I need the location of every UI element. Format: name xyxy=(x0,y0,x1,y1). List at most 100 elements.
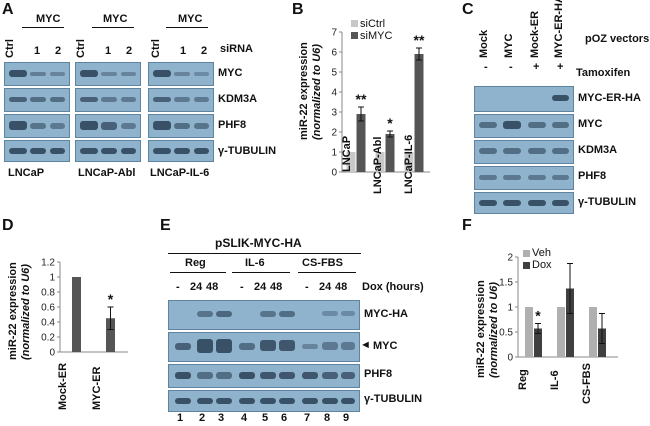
panel-a-label: A xyxy=(2,1,14,18)
a-blot-tubulin-abl xyxy=(75,140,141,162)
a-lane-ctrl-1: Ctrl xyxy=(4,39,16,58)
e-lane-6: 6 xyxy=(281,412,288,424)
e-lane-8: 8 xyxy=(324,412,331,424)
y-tick-label: 0.6 xyxy=(41,303,55,314)
a-lane-ctrl-2: Ctrl xyxy=(75,39,87,58)
panel-b-label: B xyxy=(292,1,304,18)
bar xyxy=(414,54,424,172)
bar xyxy=(566,288,574,357)
e-lane-1: 1 xyxy=(177,412,184,424)
bar xyxy=(375,152,385,172)
a-blot-kdm3a-lncap xyxy=(4,88,70,112)
f-legend-2: Dox xyxy=(532,259,552,271)
a-blot-myc-il6 xyxy=(148,62,214,86)
c-blot-mycerha xyxy=(474,86,574,112)
a-blot-kdm3a-abl xyxy=(75,88,141,112)
a-row-tubulin: γ-TUBULIN xyxy=(218,145,277,157)
bar xyxy=(356,114,366,172)
y-tick-label: 0.2 xyxy=(41,333,55,344)
e-dox-3-1: - xyxy=(305,281,309,293)
a-cell-il6: LNCaP-IL-6 xyxy=(150,167,210,179)
a-group-2-line xyxy=(92,27,134,28)
bar xyxy=(534,328,542,357)
c-blot-kdm3a xyxy=(474,140,574,164)
a-group-2: MYC xyxy=(103,13,128,25)
e-row-tubulin: γ-TUBULIN xyxy=(364,393,423,405)
e-dox-2-1: - xyxy=(240,281,244,293)
f-ylabel: miR-22 expression xyxy=(475,280,487,378)
bar xyxy=(346,152,356,172)
e-group-csfbs: CS-FBS xyxy=(302,257,343,269)
a-blot-tubulin-lncap xyxy=(4,140,70,162)
e-dox-label: Dox (hours) xyxy=(362,281,424,293)
e-row-mycha: MYC-HA xyxy=(364,308,408,320)
y-tick-label: 0.4 xyxy=(41,318,55,329)
c-tam-label: Tamoxifen xyxy=(576,67,631,79)
a-cell-lncap: LNCaP xyxy=(8,167,45,179)
c-lane-myc: MYC xyxy=(503,33,515,58)
y-tick-label: 2 xyxy=(331,128,337,139)
panel-e-label: E xyxy=(160,217,171,234)
bar xyxy=(589,307,597,357)
y-tick-label: 0 xyxy=(507,353,513,364)
legend-swatch xyxy=(351,20,358,27)
a-row-myc: MYC xyxy=(218,67,243,79)
significance-mark: ** xyxy=(356,91,367,107)
a-blot-tubulin-il6 xyxy=(148,140,214,162)
c-tam-4: + xyxy=(557,61,564,73)
e-dox-1-3: 48 xyxy=(206,281,219,293)
e-group-il6-line xyxy=(232,272,290,273)
c-lane-mock: Mock xyxy=(478,29,490,58)
a-group-3: MYC xyxy=(178,13,203,25)
legend-swatch xyxy=(351,32,358,39)
c-tam-1: - xyxy=(484,61,488,73)
c-row-tubulin: γ-TUBULIN xyxy=(578,196,637,208)
c-row-phf8: PHF8 xyxy=(578,170,607,182)
e-lane-2: 2 xyxy=(199,412,206,424)
c-blot-myc xyxy=(474,114,574,138)
y-tick-label: 2 xyxy=(507,253,513,264)
y-tick-label: 1 xyxy=(331,148,337,159)
e-row-myc: MYC xyxy=(373,340,398,352)
a-group-3-line xyxy=(166,27,208,28)
y-tick-label: 7 xyxy=(331,28,337,39)
panel-f-label: F xyxy=(462,217,472,234)
a-lane-1-1: 1 xyxy=(34,45,41,57)
significance-mark: ** xyxy=(414,32,425,48)
a-treatment-label: siRNA xyxy=(220,43,254,55)
b-legend-2: siMYC xyxy=(360,30,393,42)
c-lane-mycerha: MYC-ER-HA xyxy=(553,0,565,58)
a-lane-1-2: 1 xyxy=(105,45,112,57)
e-dox-3-3: 48 xyxy=(335,281,348,293)
bar xyxy=(525,307,533,357)
e-blot-tubulin xyxy=(168,390,360,412)
y-tick-label: 1.5 xyxy=(499,278,513,289)
e-lane-5: 5 xyxy=(262,412,269,424)
d-cat-2: MYC-ER xyxy=(91,366,103,410)
a-blot-phf8-il6 xyxy=(148,114,214,138)
a-blot-kdm3a-il6 xyxy=(148,88,214,112)
significance-mark: * xyxy=(535,308,541,324)
f-cat-1: Reg xyxy=(517,369,529,390)
e-dox-2-3: 48 xyxy=(270,281,283,293)
c-row-kdm3a: KDM3A xyxy=(578,144,618,156)
y-tick-label: 0.5 xyxy=(499,328,513,339)
c-vector-label: pOZ vectors xyxy=(585,33,650,45)
y-tick-label: 0.8 xyxy=(41,288,55,299)
f-cat-3: CS-FBS xyxy=(581,363,593,404)
y-tick-label: 4 xyxy=(331,88,337,99)
a-blot-phf8-lncap xyxy=(4,114,70,138)
bar xyxy=(557,307,565,357)
e-group-reg: Reg xyxy=(185,257,206,269)
c-blot-tubulin xyxy=(474,192,574,214)
b-legend-1: siCtrl xyxy=(360,18,386,30)
a-cell-abl: LNCaP-Abl xyxy=(78,167,136,179)
e-construct-line xyxy=(168,253,361,254)
panel-d-label: D xyxy=(2,217,14,234)
a-lane-ctrl-3: Ctrl xyxy=(150,39,162,58)
b-ylabel: miR-22 expression xyxy=(298,42,310,140)
bar xyxy=(106,318,115,352)
e-lane-7: 7 xyxy=(304,412,311,424)
e-dox-3-2: 24 xyxy=(319,281,332,293)
